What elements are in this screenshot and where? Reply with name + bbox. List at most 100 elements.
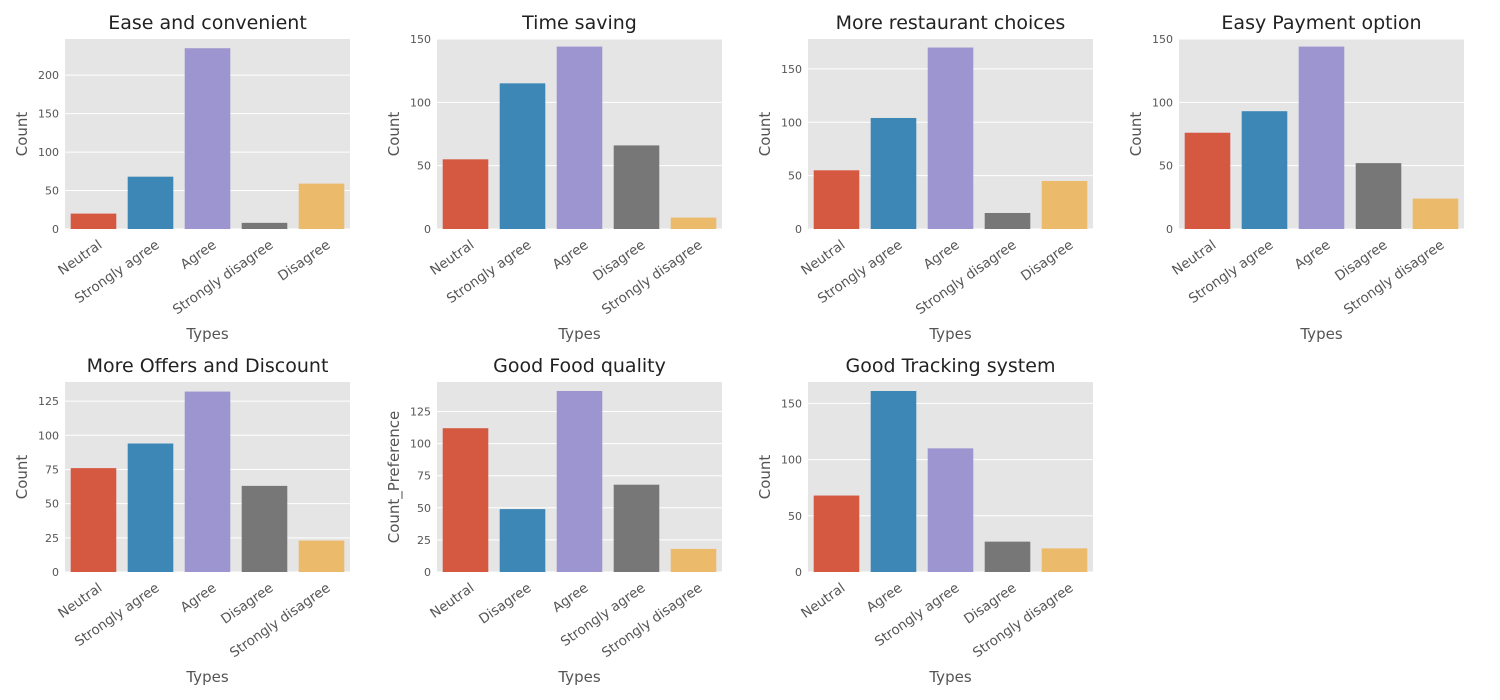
bar (870, 390, 917, 572)
y-tick-label: 0 (52, 223, 59, 236)
bar (556, 390, 603, 572)
bar (298, 183, 345, 229)
x-tick-label: Strongly disagree (1341, 237, 1447, 318)
y-tick-label: 150 (38, 108, 59, 121)
chart-title: Easy Payment option (1221, 12, 1421, 34)
bar (813, 170, 860, 229)
x-tick-label: Strongly disagree (170, 237, 276, 318)
bar (613, 484, 660, 572)
x-tick-label: Agree (178, 237, 220, 273)
x-axis-label: Types (557, 325, 600, 343)
bar (813, 495, 860, 572)
y-tick-label: 50 (1159, 160, 1173, 173)
y-tick-label: 75 (45, 463, 59, 476)
x-tick-label: Strongly disagree (599, 237, 705, 318)
y-tick-label: 50 (45, 185, 59, 198)
y-tick-label: 0 (795, 566, 802, 579)
y-tick-label: 100 (38, 146, 59, 159)
x-tick-label: Strongly disagree (970, 580, 1076, 661)
y-tick-label: 150 (781, 63, 802, 76)
x-tick-label: Disagree (275, 237, 333, 284)
y-tick-label: 0 (795, 223, 802, 236)
x-tick-label: Neutral (427, 580, 477, 622)
x-tick-label: Neutral (55, 237, 105, 279)
y-axis-label: Count (13, 112, 31, 157)
x-tick-label: Disagree (476, 580, 534, 627)
bar (442, 159, 489, 229)
chart-title: Good Tracking system (846, 355, 1056, 377)
chart-title: Ease and convenient (108, 12, 307, 34)
y-axis-label: Count (1127, 112, 1145, 157)
y-tick-label: 0 (424, 566, 431, 579)
bar (613, 145, 660, 229)
y-tick-label: 0 (1166, 223, 1173, 236)
bar (984, 212, 1031, 229)
x-tick-label: Neutral (1169, 237, 1219, 279)
bar (670, 217, 717, 229)
x-tick-label: Agree (1292, 237, 1334, 273)
x-tick-label: Strongly disagree (913, 237, 1019, 318)
y-tick-label: 50 (45, 498, 59, 511)
y-tick-label: 50 (788, 170, 802, 183)
y-tick-label: 100 (38, 429, 59, 442)
y-tick-label: 150 (410, 33, 431, 46)
x-tick-label: Neutral (55, 580, 105, 622)
bar (1041, 548, 1088, 572)
y-axis-label: Count (385, 112, 403, 157)
bar (70, 468, 117, 572)
x-axis-label: Types (1299, 325, 1342, 343)
y-tick-label: 100 (1152, 96, 1173, 109)
y-tick-label: 150 (781, 397, 802, 410)
y-tick-label: 200 (38, 69, 59, 82)
bar (127, 443, 174, 572)
bar (1412, 198, 1459, 229)
chart-title: Good Food quality (493, 355, 666, 377)
y-tick-label: 50 (417, 502, 431, 515)
x-tick-label: Strongly disagree (227, 580, 333, 661)
bar (241, 485, 288, 572)
bar (927, 47, 974, 230)
bar (1041, 180, 1088, 229)
x-tick-label: Neutral (798, 580, 848, 622)
bar (670, 548, 717, 572)
y-axis-label: Count_Preference (385, 411, 404, 543)
x-axis-label: Types (928, 668, 971, 686)
x-tick-label: Strongly disagree (599, 580, 705, 661)
bar (298, 540, 345, 572)
bar (1298, 46, 1345, 229)
x-tick-label: Agree (921, 237, 963, 273)
bar (499, 509, 546, 572)
y-axis-label: Count (756, 455, 774, 500)
bar (870, 117, 917, 229)
y-tick-label: 125 (410, 406, 431, 419)
bar (442, 428, 489, 572)
x-axis-label: Types (185, 325, 228, 343)
y-tick-label: 25 (45, 532, 59, 545)
y-tick-label: 100 (781, 454, 802, 467)
bar (1355, 163, 1402, 229)
bar (70, 213, 117, 229)
x-tick-label: Neutral (427, 237, 477, 279)
bar (927, 448, 974, 572)
y-axis-label: Count (756, 112, 774, 157)
x-tick-label: Agree (178, 580, 220, 616)
y-tick-label: 100 (781, 116, 802, 129)
x-axis-label: Types (185, 668, 228, 686)
bar (556, 46, 603, 229)
bar (1184, 132, 1231, 229)
y-tick-label: 0 (424, 223, 431, 236)
y-tick-label: 100 (410, 96, 431, 109)
chart-title: More Offers and Discount (87, 355, 329, 377)
bar (499, 83, 546, 229)
y-axis-label: Count (13, 455, 31, 500)
y-tick-label: 150 (1152, 33, 1173, 46)
y-tick-label: 50 (417, 160, 431, 173)
y-tick-label: 75 (417, 470, 431, 483)
